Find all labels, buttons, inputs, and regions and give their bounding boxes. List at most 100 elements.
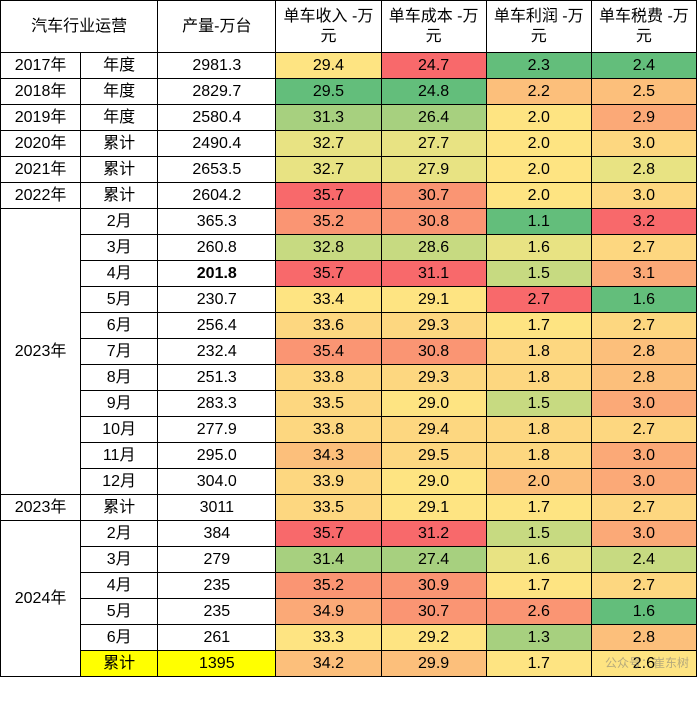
period-cell: 12月 xyxy=(81,469,158,495)
revenue-cell: 35.7 xyxy=(276,521,381,547)
period-cell: 累计 xyxy=(81,183,158,209)
cost-cell: 29.2 xyxy=(381,625,486,651)
revenue-cell: 34.9 xyxy=(276,599,381,625)
revenue-cell: 35.2 xyxy=(276,573,381,599)
header-tax: 单车税费 -万元 xyxy=(591,1,696,53)
cost-cell: 29.4 xyxy=(381,417,486,443)
profit-cell: 1.7 xyxy=(486,651,591,677)
tax-cell: 3.2 xyxy=(591,209,696,235)
period-cell: 3月 xyxy=(81,547,158,573)
table-row: 2021年累计2653.532.727.92.02.8 xyxy=(1,157,697,183)
table-row: 8月251.333.829.31.82.8 xyxy=(1,365,697,391)
revenue-cell: 35.7 xyxy=(276,183,381,209)
production-cell: 277.9 xyxy=(158,417,276,443)
production-cell: 365.3 xyxy=(158,209,276,235)
year-cell: 2019年 xyxy=(1,105,81,131)
tax-cell: 2.7 xyxy=(591,495,696,521)
production-cell: 384 xyxy=(158,521,276,547)
period-cell: 2月 xyxy=(81,521,158,547)
period-cell: 3月 xyxy=(81,235,158,261)
cost-cell: 29.3 xyxy=(381,365,486,391)
production-cell: 230.7 xyxy=(158,287,276,313)
profit-cell: 2.2 xyxy=(486,79,591,105)
revenue-cell: 31.3 xyxy=(276,105,381,131)
production-cell: 1395 xyxy=(158,651,276,677)
profit-cell: 1.7 xyxy=(486,573,591,599)
revenue-cell: 32.7 xyxy=(276,131,381,157)
profit-cell: 1.3 xyxy=(486,625,591,651)
table-row: 2022年累计2604.235.730.72.03.0 xyxy=(1,183,697,209)
header-row: 汽车行业运营 产量-万台 单车收入 -万元 单车成本 -万元 单车利润 -万元 … xyxy=(1,1,697,53)
revenue-cell: 33.9 xyxy=(276,469,381,495)
tax-cell: 3.0 xyxy=(591,443,696,469)
tax-cell: 2.8 xyxy=(591,365,696,391)
period-cell: 6月 xyxy=(81,313,158,339)
period-cell: 4月 xyxy=(81,261,158,287)
cost-cell: 30.7 xyxy=(381,183,486,209)
profit-cell: 1.8 xyxy=(486,365,591,391)
year-cell: 2021年 xyxy=(1,157,81,183)
production-cell: 251.3 xyxy=(158,365,276,391)
profit-cell: 1.5 xyxy=(486,261,591,287)
revenue-cell: 32.7 xyxy=(276,157,381,183)
revenue-cell: 32.8 xyxy=(276,235,381,261)
table-row: 10月277.933.829.41.82.7 xyxy=(1,417,697,443)
period-cell: 年度 xyxy=(81,53,158,79)
profit-cell: 1.8 xyxy=(486,417,591,443)
period-cell: 累计 xyxy=(81,651,158,677)
table-row: 11月295.034.329.51.83.0 xyxy=(1,443,697,469)
tax-cell: 2.7 xyxy=(591,235,696,261)
data-table: 汽车行业运营 产量-万台 单车收入 -万元 单车成本 -万元 单车利润 -万元 … xyxy=(0,0,697,677)
production-cell: 2490.4 xyxy=(158,131,276,157)
year-cell: 2018年 xyxy=(1,79,81,105)
header-rev: 单车收入 -万元 xyxy=(276,1,381,53)
table-row: 累计139534.229.91.72.6 xyxy=(1,651,697,677)
production-cell: 279 xyxy=(158,547,276,573)
tax-cell: 3.0 xyxy=(591,183,696,209)
production-cell: 256.4 xyxy=(158,313,276,339)
period-cell: 年度 xyxy=(81,105,158,131)
revenue-cell: 35.2 xyxy=(276,209,381,235)
tax-cell: 2.7 xyxy=(591,313,696,339)
cost-cell: 29.5 xyxy=(381,443,486,469)
production-cell: 232.4 xyxy=(158,339,276,365)
profit-cell: 1.5 xyxy=(486,391,591,417)
cost-cell: 28.6 xyxy=(381,235,486,261)
production-cell: 2580.4 xyxy=(158,105,276,131)
profit-cell: 2.6 xyxy=(486,599,591,625)
header-title: 汽车行业运营 xyxy=(1,1,158,53)
profit-cell: 1.7 xyxy=(486,495,591,521)
period-cell: 10月 xyxy=(81,417,158,443)
period-cell: 累计 xyxy=(81,495,158,521)
production-cell: 295.0 xyxy=(158,443,276,469)
tax-cell: 2.8 xyxy=(591,625,696,651)
year-cell: 2024年 xyxy=(1,521,81,677)
tax-cell: 3.1 xyxy=(591,261,696,287)
table-row: 2020年累计2490.432.727.72.03.0 xyxy=(1,131,697,157)
table-row: 5月23534.930.72.61.6 xyxy=(1,599,697,625)
cost-cell: 31.1 xyxy=(381,261,486,287)
cost-cell: 27.7 xyxy=(381,131,486,157)
tax-cell: 2.7 xyxy=(591,573,696,599)
table-row: 4月201.835.731.11.53.1 xyxy=(1,261,697,287)
year-cell: 2017年 xyxy=(1,53,81,79)
period-cell: 8月 xyxy=(81,365,158,391)
production-cell: 235 xyxy=(158,573,276,599)
table-row: 7月232.435.430.81.82.8 xyxy=(1,339,697,365)
revenue-cell: 33.8 xyxy=(276,365,381,391)
period-cell: 年度 xyxy=(81,79,158,105)
period-cell: 累计 xyxy=(81,131,158,157)
profit-cell: 2.0 xyxy=(486,183,591,209)
period-cell: 2月 xyxy=(81,209,158,235)
revenue-cell: 33.8 xyxy=(276,417,381,443)
production-cell: 304.0 xyxy=(158,469,276,495)
profit-cell: 1.8 xyxy=(486,443,591,469)
tax-cell: 2.4 xyxy=(591,53,696,79)
revenue-cell: 29.4 xyxy=(276,53,381,79)
production-cell: 201.8 xyxy=(158,261,276,287)
tax-cell: 3.0 xyxy=(591,391,696,417)
tax-cell: 1.6 xyxy=(591,599,696,625)
revenue-cell: 29.5 xyxy=(276,79,381,105)
tax-cell: 3.0 xyxy=(591,131,696,157)
cost-cell: 30.8 xyxy=(381,209,486,235)
